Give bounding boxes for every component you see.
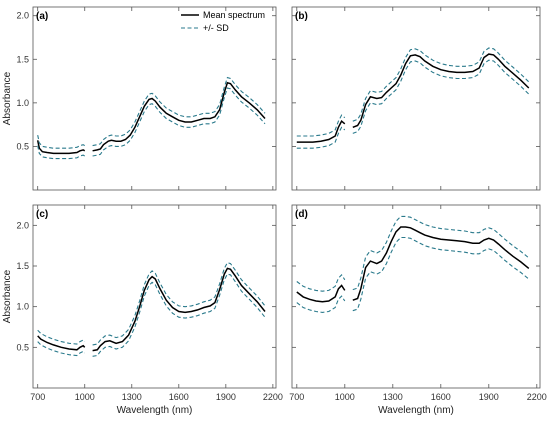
sd-upper-line [296,47,530,137]
plot-frame [291,204,541,389]
x-tick-label: 1000 [335,392,355,402]
sd-lower-line [37,273,266,357]
y-tick-label: 1.5 [16,54,29,64]
x-tick-label: 2200 [527,392,547,402]
y-axis-label: Absorbance [2,269,13,323]
sd-upper-line [296,215,530,292]
x-tick-label: 1600 [169,392,189,402]
panel-label: (a) [36,11,48,22]
x-tick-label: 1000 [75,392,95,402]
x-axis-label: Wavelength (nm) [378,405,454,416]
y-tick-label: 1.0 [16,98,29,108]
y-tick-label: 1.0 [16,302,29,312]
x-tick-label: 1900 [479,392,499,402]
panel-b: (b) [291,6,541,191]
legend-mean-label: Mean spectrum [203,10,265,20]
panel-label: (b) [295,11,308,22]
sd-lower-line [37,87,266,160]
x-tick-label: 1900 [216,392,236,402]
panel-c: 700 1000 1300 1600 1900 2200 0.5 1.0 1.5 2.0 (c) Ab… [2,204,283,416]
y-tick-label: 1.5 [16,261,29,271]
panel-label: (c) [36,209,48,220]
x-tick-label: 1300 [383,392,403,402]
legend: Mean spectrum +/- SD [181,10,265,33]
y-tick-label: 2.0 [16,11,29,21]
panel-d: 700 1000 1300 1600 1900 2200 (d) Wavelength (nm… [289,204,547,416]
x-tick-label: 1600 [431,392,451,402]
plot-frame [32,6,277,191]
x-tick-label: 1300 [122,392,142,402]
mean-spectrum-line [36,81,266,155]
sd-lower-line [296,236,530,313]
legend-sd-label: +/- SD [203,23,229,33]
mean-spectrum-line [296,226,530,303]
x-tick-label: 2200 [263,392,283,402]
plot-frame [32,204,277,389]
mean-spectrum-line [37,267,266,352]
x-tick-label: 700 [289,392,304,402]
panel-a: 0.5 1.0 1.5 2.0 (a) Absorbance Mean spectrum +/… [2,6,277,191]
y-tick-label: 0.5 [16,342,29,352]
x-axis-label: Wavelength (nm) [117,405,193,416]
y-axis-label: Absorbance [2,71,13,125]
sd-lower-line [296,59,530,149]
sd-upper-line [37,76,266,149]
mean-spectrum-line [296,53,530,143]
x-tick-label: 700 [30,392,45,402]
sd-upper-line [37,262,266,346]
y-tick-label: 0.5 [16,141,29,151]
panel-label: (d) [295,209,308,220]
plot-frame [291,6,541,191]
y-tick-label: 2.0 [16,220,29,230]
